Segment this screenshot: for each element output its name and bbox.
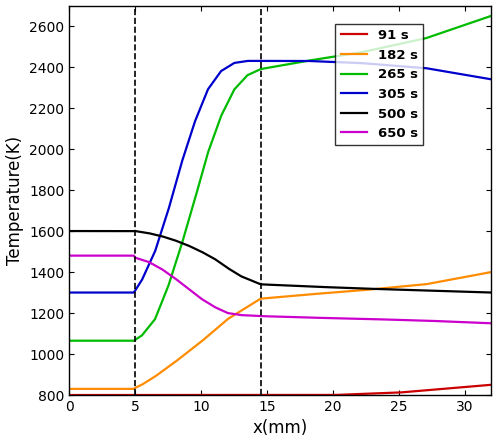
182 s <box>476 272 482 277</box>
500 s <box>271 282 277 288</box>
182 s <box>88 386 94 392</box>
265 s <box>271 64 277 69</box>
182 s <box>476 272 482 277</box>
650 s <box>399 317 405 323</box>
182 s <box>66 386 72 392</box>
650 s <box>271 314 277 319</box>
91 s <box>489 382 495 388</box>
Y-axis label: Temperature(K): Temperature(K) <box>5 136 23 265</box>
265 s <box>260 66 266 71</box>
91 s <box>399 390 405 395</box>
500 s <box>66 229 72 234</box>
650 s <box>489 321 495 326</box>
265 s <box>476 17 482 23</box>
650 s <box>88 253 94 258</box>
305 s <box>260 58 266 63</box>
305 s <box>245 58 250 63</box>
650 s <box>66 253 72 258</box>
500 s <box>88 229 94 234</box>
91 s <box>88 392 94 398</box>
265 s <box>476 17 482 23</box>
Line: 305 s: 305 s <box>69 61 492 292</box>
Line: 91 s: 91 s <box>69 385 492 395</box>
650 s <box>476 320 482 326</box>
Legend: 91 s, 182 s, 265 s, 305 s, 500 s, 650 s: 91 s, 182 s, 265 s, 305 s, 500 s, 650 s <box>335 24 423 145</box>
182 s <box>260 296 266 301</box>
500 s <box>476 289 482 295</box>
305 s <box>476 74 482 80</box>
500 s <box>476 289 482 295</box>
650 s <box>476 320 482 326</box>
Line: 265 s: 265 s <box>69 16 492 341</box>
182 s <box>399 284 405 289</box>
182 s <box>489 269 495 275</box>
265 s <box>489 13 495 19</box>
265 s <box>88 338 94 343</box>
305 s <box>489 77 495 82</box>
91 s <box>66 392 72 398</box>
182 s <box>271 295 277 300</box>
265 s <box>66 338 72 343</box>
305 s <box>88 290 94 295</box>
500 s <box>489 290 495 295</box>
X-axis label: x(mm): x(mm) <box>252 420 308 437</box>
91 s <box>476 383 482 389</box>
91 s <box>271 392 277 398</box>
500 s <box>260 282 266 287</box>
305 s <box>477 74 483 80</box>
650 s <box>260 314 266 319</box>
305 s <box>399 64 405 69</box>
305 s <box>272 58 278 63</box>
Line: 182 s: 182 s <box>69 272 492 389</box>
305 s <box>66 290 72 295</box>
Line: 500 s: 500 s <box>69 231 492 292</box>
265 s <box>399 41 405 46</box>
91 s <box>476 383 482 389</box>
500 s <box>399 287 405 292</box>
91 s <box>260 392 266 398</box>
Line: 650 s: 650 s <box>69 256 492 323</box>
